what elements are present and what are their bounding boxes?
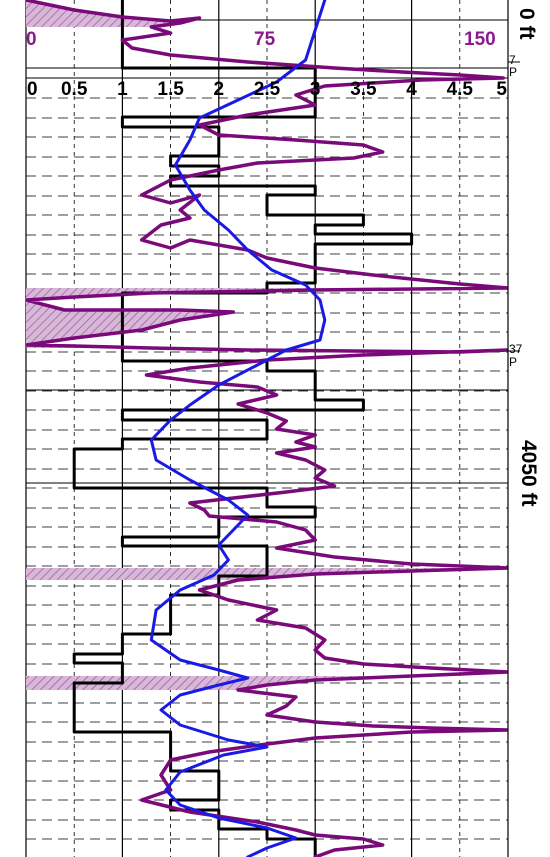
x-tick-label: 3 <box>310 79 321 100</box>
marker-1-code: P <box>509 65 517 79</box>
marker-2-code: P <box>509 355 517 369</box>
x-tick-label: 0 <box>27 79 38 100</box>
purple-curve <box>26 0 508 857</box>
x-tick-label: 1.5 <box>157 79 184 100</box>
x-axis-ticks: 0 0.5 1 1.5 2 2.5 3 3.5 4 4.5 5 <box>27 79 507 100</box>
curves <box>26 0 508 857</box>
marker-1-num: 7 <box>509 53 516 67</box>
x-tick-label: 0.5 <box>61 79 88 100</box>
purple-scale-label-0: 0 <box>26 29 37 50</box>
blue-curve <box>149 0 327 857</box>
depth-label-mid: 4050 ft <box>517 440 540 507</box>
x-tick-label: 1 <box>117 79 128 100</box>
x-tick-label: 4.5 <box>447 79 474 100</box>
x-tick-label: 4 <box>406 79 417 100</box>
x-tick-label: 5 <box>496 79 507 100</box>
depth-label-top: 0 ft <box>515 8 538 40</box>
x-tick-label: 2.5 <box>254 79 281 100</box>
depth-track: 0 ft 4050 ft 7 P 37 P <box>507 0 540 857</box>
purple-scale-label-150: 150 <box>464 29 496 50</box>
marker-2-num: 37 <box>509 342 523 356</box>
x-tick-label: 2 <box>214 79 225 100</box>
x-tick-label: 3.5 <box>350 79 377 100</box>
purple-scale: 0 75 150 <box>26 29 496 50</box>
purple-scale-label-75: 75 <box>254 29 276 50</box>
step-curve <box>72 0 414 857</box>
